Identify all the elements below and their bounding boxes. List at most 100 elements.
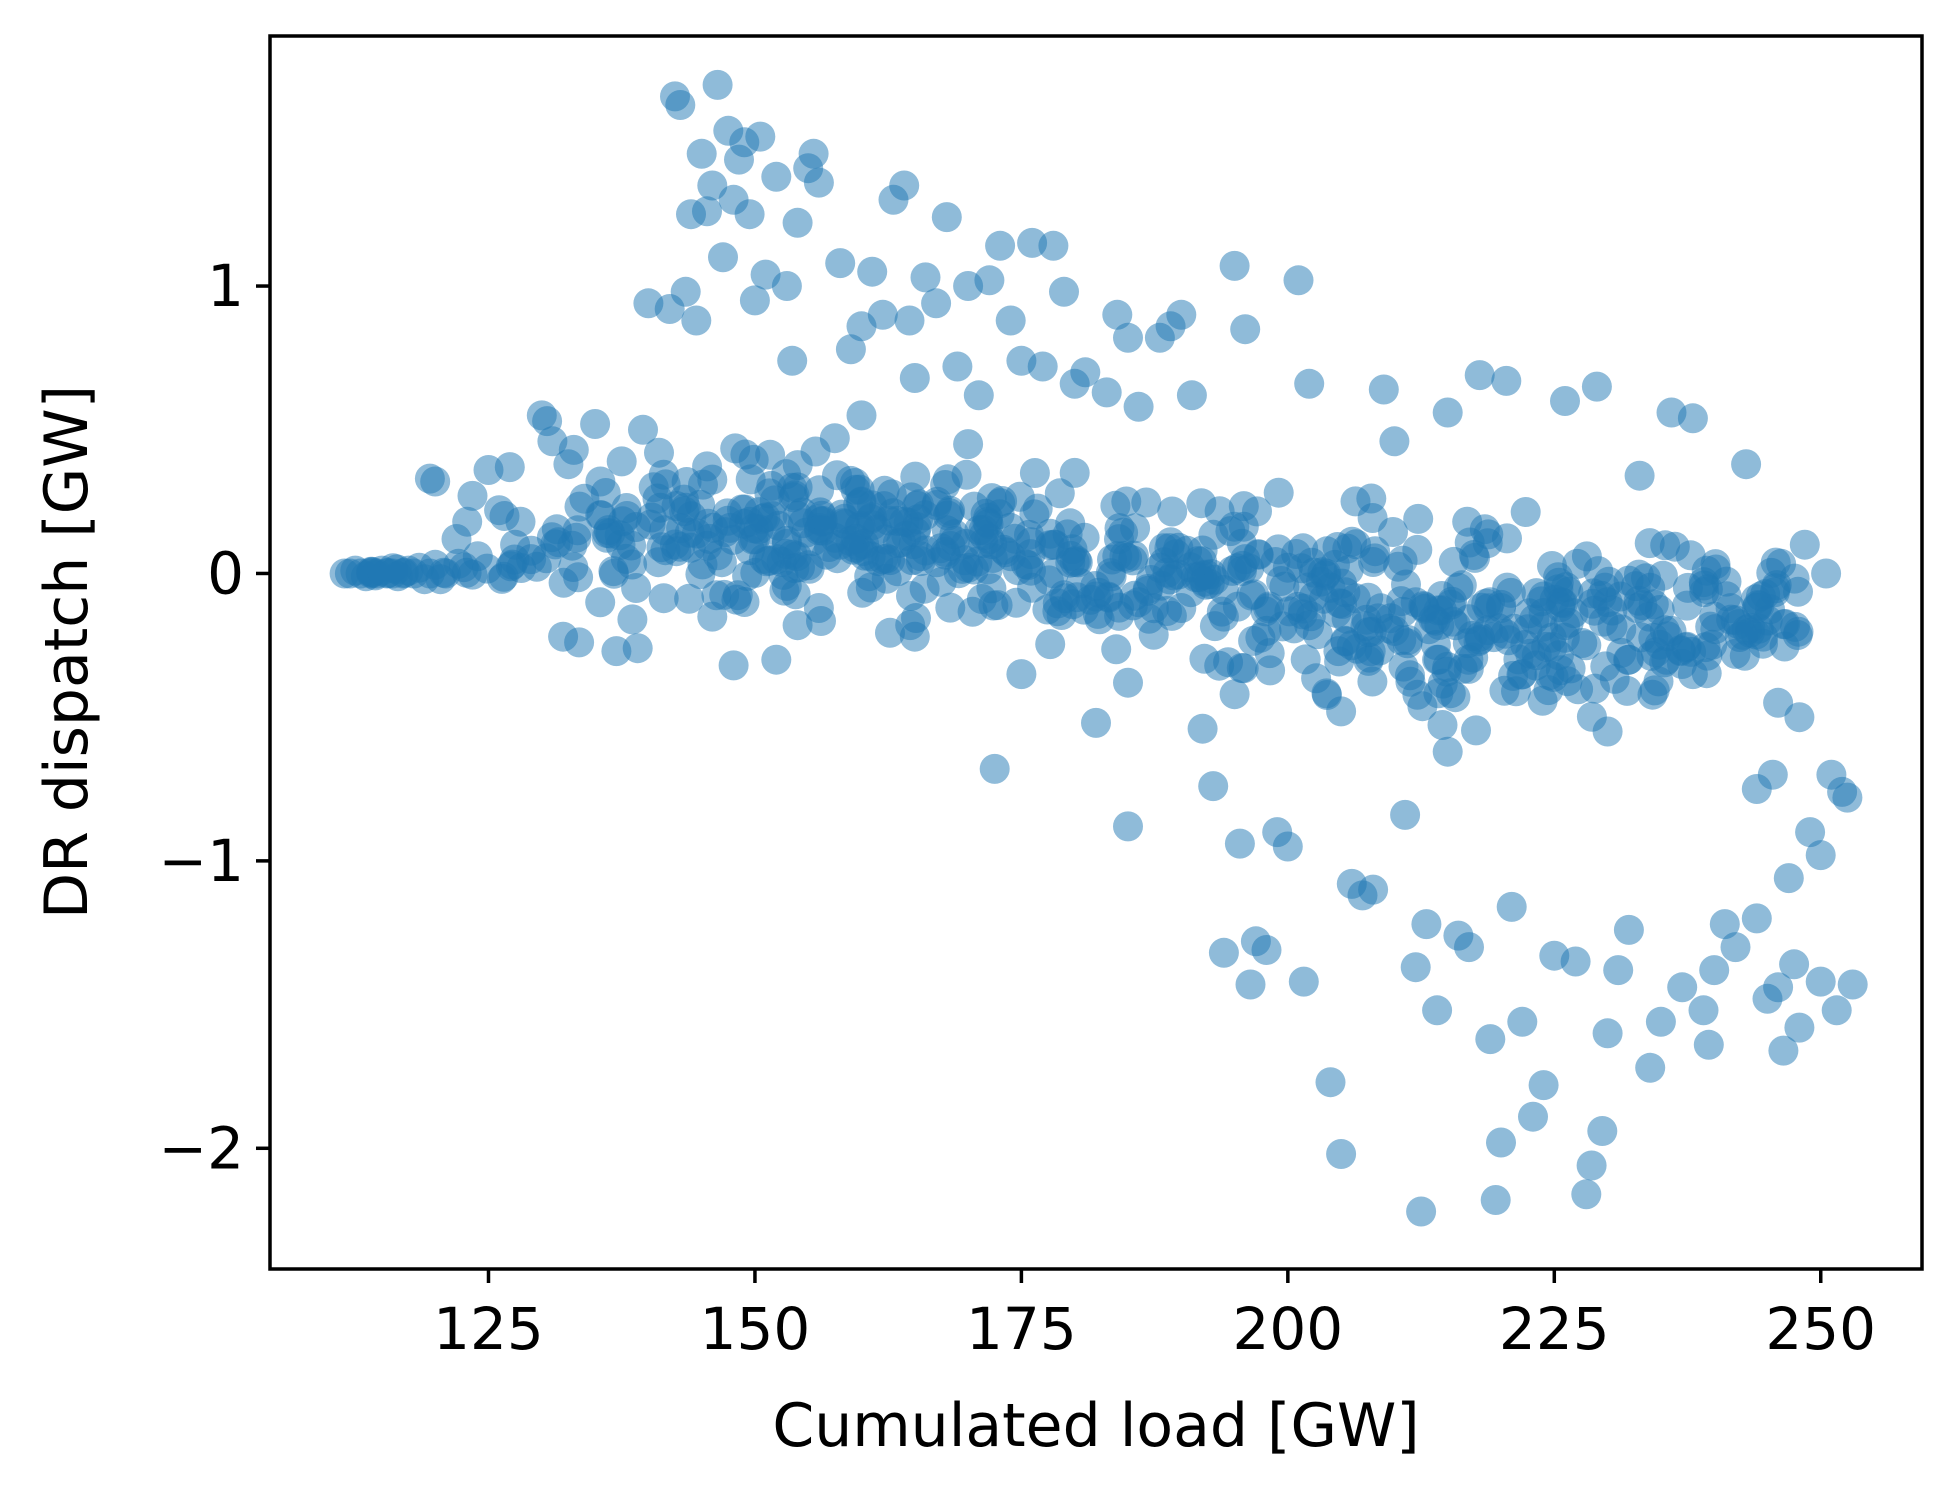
data-point (1688, 995, 1719, 1026)
data-point (1400, 587, 1431, 618)
data-point (1581, 371, 1612, 402)
data-point (1741, 593, 1772, 623)
data-point (1720, 932, 1751, 963)
data-point (1461, 715, 1491, 746)
data-point (1198, 771, 1229, 802)
data-point (606, 446, 637, 477)
data-point (1741, 903, 1772, 934)
data-point (761, 644, 792, 675)
data-point (649, 515, 680, 546)
data-point (755, 439, 786, 470)
data-point (777, 345, 808, 376)
data-point (782, 610, 813, 641)
data-point (1283, 265, 1314, 296)
data-point (1301, 663, 1332, 694)
data-point (1422, 995, 1453, 1026)
data-point (457, 480, 488, 511)
data-point (1760, 573, 1791, 604)
data-point (644, 437, 674, 468)
data-point (562, 515, 593, 546)
data-point (921, 288, 952, 319)
data-point (780, 579, 811, 610)
data-point (697, 464, 728, 495)
data-point (648, 583, 679, 614)
data-point (1379, 426, 1410, 457)
data-point (1186, 488, 1217, 519)
data-point (1464, 621, 1495, 652)
data-point (1720, 638, 1751, 669)
data-point (610, 543, 641, 574)
data-point (1480, 1185, 1511, 1215)
x-tick-label: 225 (1499, 1295, 1610, 1363)
data-point (1422, 644, 1453, 675)
data-point (1576, 1150, 1607, 1181)
data-point (1699, 955, 1730, 986)
data-point (702, 69, 733, 100)
data-point (1677, 403, 1708, 434)
data-point (1432, 736, 1463, 767)
data-point (825, 529, 856, 560)
data-point (1763, 687, 1794, 718)
data-point (1432, 397, 1463, 428)
data-point (782, 501, 813, 531)
y-axis: 1 0 −1 −2 (159, 252, 270, 1182)
data-point (1006, 659, 1037, 690)
data-point (1395, 666, 1426, 697)
data-point (1208, 601, 1239, 632)
data-point (665, 90, 696, 120)
data-point (1235, 969, 1266, 1000)
data-point (1189, 643, 1220, 674)
data-point (1230, 544, 1261, 575)
data-point (1113, 322, 1143, 353)
data-point (1035, 629, 1066, 660)
data-point (1805, 840, 1836, 871)
data-point (803, 515, 834, 546)
data-point (1700, 549, 1731, 580)
data-point (976, 483, 1007, 514)
data-point (1403, 503, 1434, 534)
data-point (899, 621, 930, 652)
data-point (1795, 817, 1826, 848)
data-point (1592, 716, 1623, 747)
data-point (734, 199, 765, 230)
data-point (1368, 374, 1399, 405)
data-point (1228, 491, 1259, 522)
y-axis-label: DR dispatch [GW] (32, 385, 102, 919)
data-point (1693, 1029, 1724, 1060)
x-tick-label: 175 (966, 1295, 1077, 1363)
data-point (661, 491, 692, 521)
data-point (1779, 949, 1810, 980)
data-point (855, 572, 886, 603)
data-point (979, 753, 1010, 784)
data-point (1166, 593, 1197, 623)
data-point (1507, 1006, 1538, 1037)
data-point (494, 452, 525, 483)
data-point (1120, 513, 1151, 544)
data-point (1059, 457, 1090, 488)
data-point (1550, 610, 1580, 641)
data-point (1379, 615, 1410, 646)
data-point (825, 248, 856, 279)
data-point (1612, 675, 1643, 706)
data-point (1358, 547, 1389, 577)
data-point (1138, 619, 1169, 650)
data-point (1592, 587, 1623, 618)
data-point (1070, 357, 1101, 388)
data-point (953, 429, 984, 460)
data-point (1069, 522, 1100, 553)
data-point (1230, 314, 1261, 345)
data-point (963, 380, 994, 411)
data-point (674, 583, 705, 614)
data-point (1645, 1006, 1676, 1037)
data-point (1773, 863, 1804, 894)
data-point (505, 506, 536, 537)
data-point (1032, 594, 1063, 625)
plot-area-frame (268, 34, 1924, 1271)
data-point (995, 305, 1026, 336)
data-point (757, 501, 788, 532)
data-point (1390, 799, 1421, 830)
data-point (1528, 581, 1559, 612)
data-point (899, 363, 930, 393)
data-point (1464, 360, 1495, 391)
data-point (1587, 1116, 1618, 1146)
